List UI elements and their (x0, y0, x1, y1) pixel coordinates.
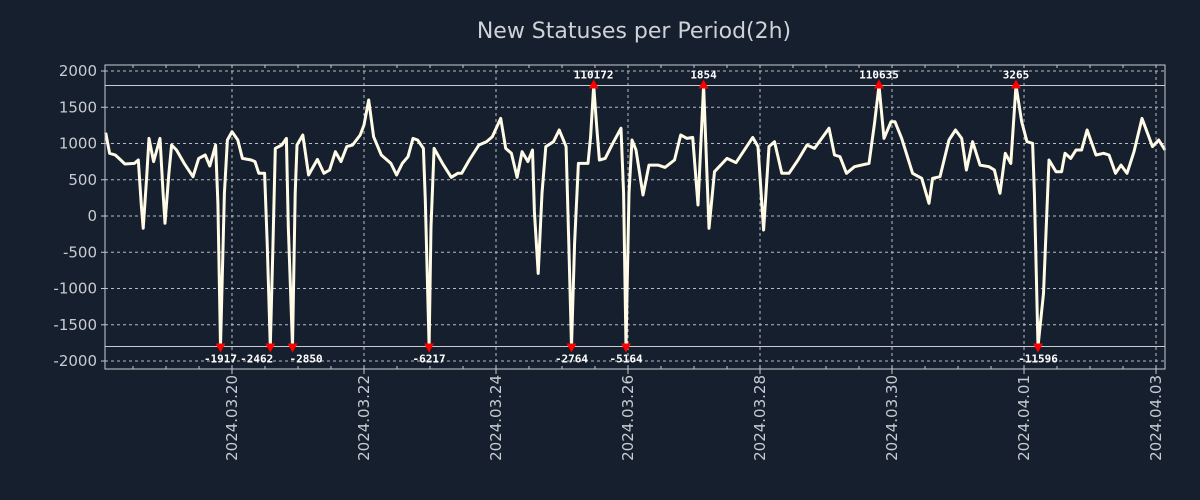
x-tick-label: 2024.03.26 (619, 375, 637, 461)
min-annotation: -2462 (240, 353, 273, 366)
x-tick-label: 2024.03.20 (223, 375, 241, 461)
plot-frame (104, 64, 1166, 370)
max-annotation: 3265 (1003, 69, 1030, 82)
y-tick-label: -1500 (53, 316, 97, 334)
max-annotation: 1854 (690, 69, 717, 82)
min-marker-icon (1033, 343, 1044, 353)
min-annotation: -1917 (204, 353, 237, 366)
x-tick-label: 2024.03.22 (355, 375, 373, 461)
y-axis: 2000 1500 1000 500 0 -500 -1000 -1500 -2000 (53, 62, 105, 370)
y-tick-label: 1500 (59, 98, 97, 116)
y-tick-label: 500 (68, 171, 97, 189)
min-marker-icon (621, 343, 632, 353)
min-marker-icon (215, 343, 226, 353)
y-tick-label: -500 (63, 243, 97, 261)
min-annotation: -6217 (413, 353, 446, 366)
min-marker-icon (265, 343, 276, 353)
min-marker-icon (566, 343, 577, 353)
x-tick-label: 2024.03.24 (487, 375, 505, 461)
x-tick-label: 2024.04.01 (1015, 375, 1033, 461)
min-annotation: -2764 (555, 353, 588, 366)
max-marker-icon (1011, 79, 1022, 89)
max-marker-icon (698, 79, 709, 89)
y-tick-label: -1000 (53, 280, 97, 298)
y-tick-label: 0 (87, 207, 97, 225)
markers: -1917 -2462 -2850 -6217 -2764 110172 -5164 1854… (204, 69, 1058, 366)
max-annotation: 110635 (859, 69, 899, 82)
min-annotation: -5164 (609, 353, 642, 366)
chart-title: New Statuses per Period(2h) (477, 19, 791, 44)
max-marker-icon (588, 79, 599, 89)
min-annotation: -2850 (290, 353, 323, 366)
clip-lines (105, 85, 1165, 348)
x-tick-label: 2024.04.03 (1147, 375, 1165, 461)
min-marker-icon (424, 343, 435, 353)
x-tick-label: 2024.03.30 (883, 375, 901, 461)
x-tick-label: 2024.03.28 (751, 375, 769, 461)
x-axis: 2024.03.20 2024.03.22 2024.03.24 2024.03.26… (132, 65, 1165, 461)
min-annotation: -11596 (1018, 353, 1058, 366)
y-tick-label: 2000 (59, 62, 97, 80)
max-marker-icon (874, 79, 885, 89)
y-tick-label: -2000 (53, 352, 97, 370)
y-tick-label: 1000 (59, 135, 97, 153)
max-annotation: 110172 (574, 69, 614, 82)
min-marker-icon (287, 343, 298, 353)
